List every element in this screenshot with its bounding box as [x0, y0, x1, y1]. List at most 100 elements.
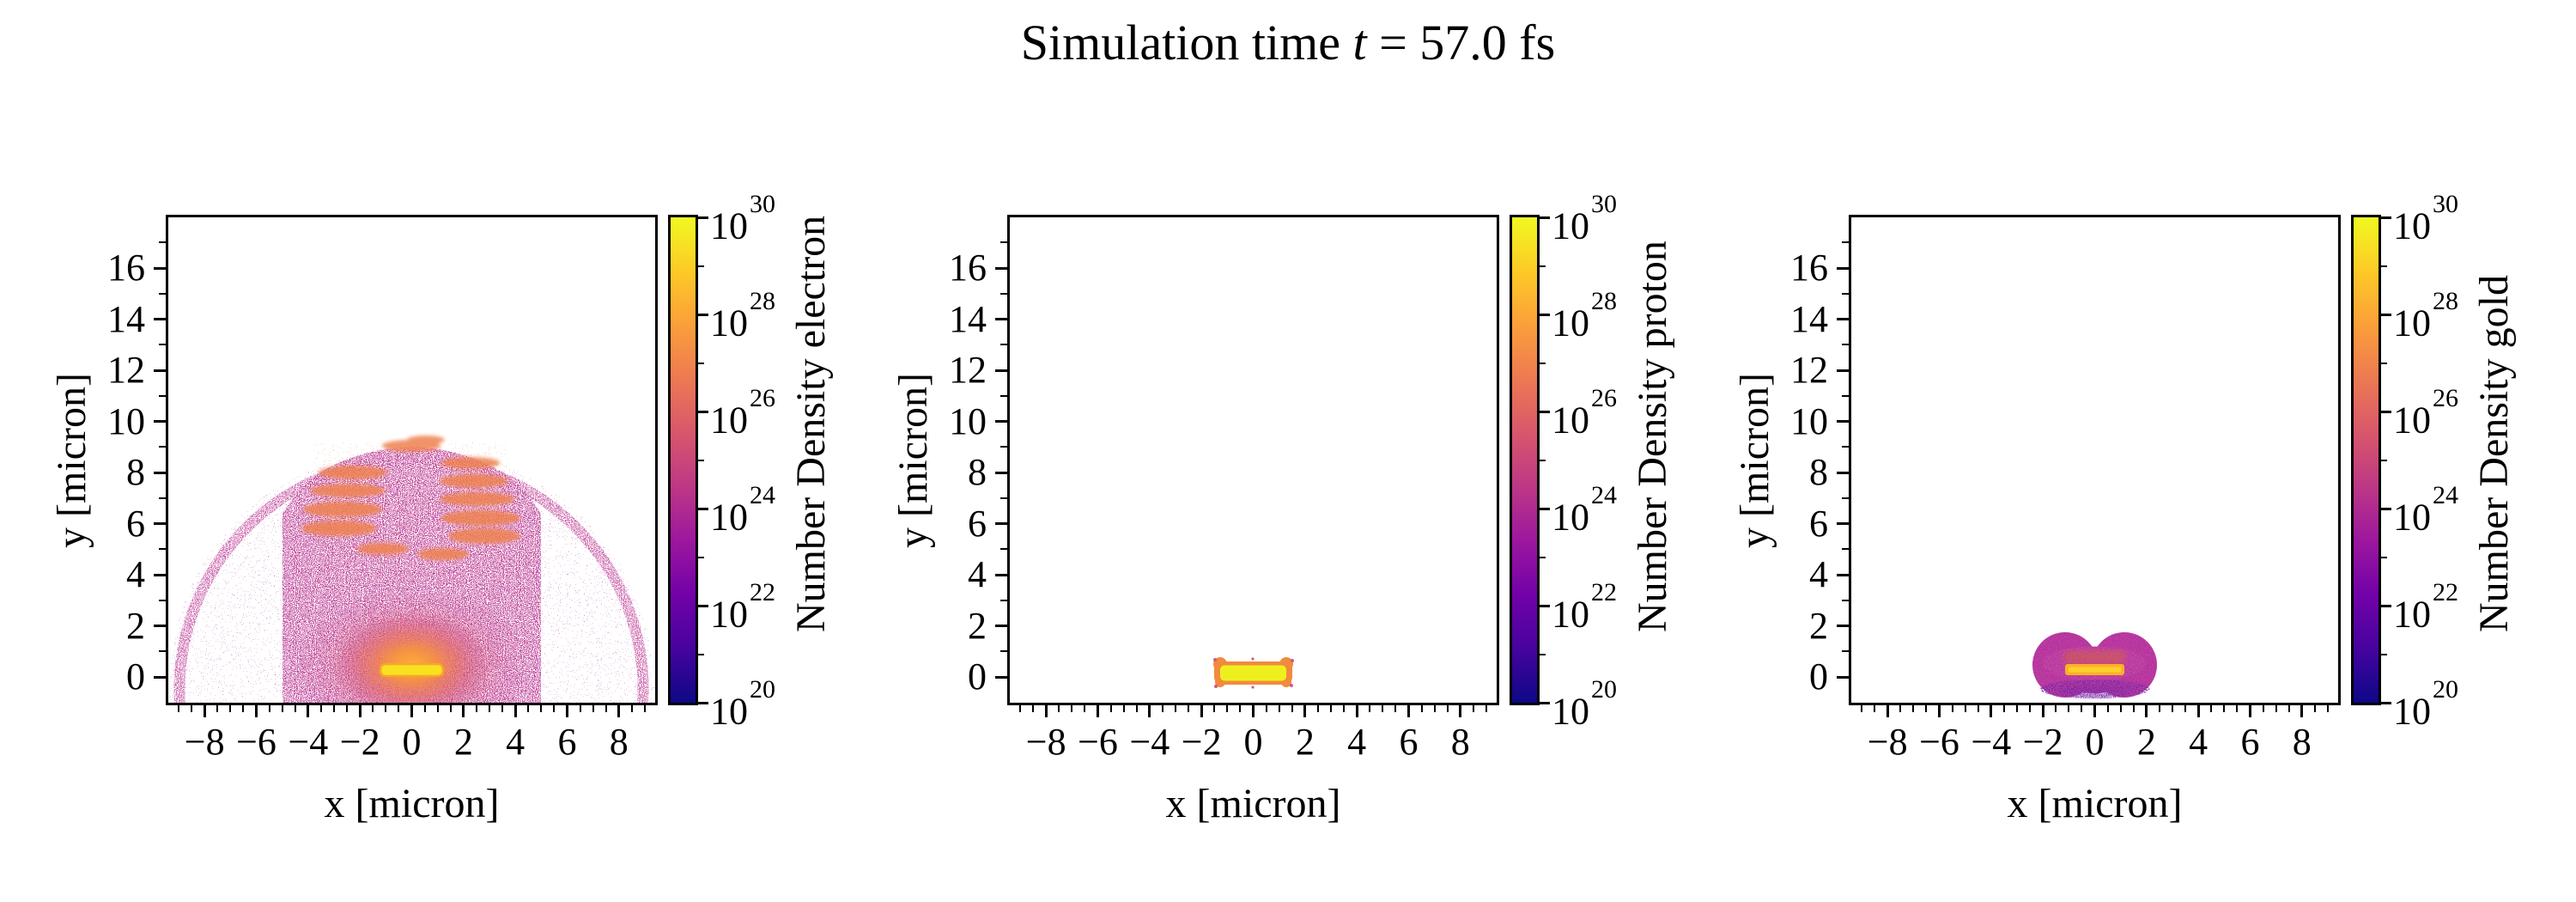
x-tick [1938, 705, 1941, 717]
x-minor-tick [1343, 705, 1346, 712]
x-minor-tick [1433, 705, 1436, 712]
colorbar-tick [698, 313, 708, 316]
x-tick-label: −4 [1971, 721, 2012, 763]
x-minor-tick [1084, 705, 1086, 712]
y-tick [154, 675, 166, 679]
x-minor-tick [1291, 705, 1293, 712]
x-minor-tick [423, 705, 426, 712]
y-minor-tick [1842, 446, 1849, 448]
x-minor-tick [605, 705, 607, 712]
y-minor-tick [159, 394, 166, 397]
colorbar-label-electron: Number Density electron [788, 215, 834, 632]
y-tick-label: 12 [1790, 349, 1828, 392]
x-minor-tick [540, 705, 543, 712]
y-tick-label: 8 [1809, 451, 1828, 494]
colorbar-minor-tick [698, 265, 704, 267]
x-tick [1459, 705, 1462, 717]
colorbar-tick [1540, 313, 1550, 316]
x-minor-tick [178, 705, 180, 712]
x-axis-label-gold: x [micron] [2007, 781, 2183, 826]
y-tick [154, 522, 166, 526]
x-tick [255, 705, 258, 717]
x-tick [1990, 705, 1993, 717]
colorbar-tick-label: 1020 [2393, 675, 2458, 733]
y-tick-label: 14 [1790, 297, 1828, 340]
x-tick [617, 705, 621, 717]
y-tick [1837, 471, 1849, 474]
x-minor-tick [1109, 705, 1112, 712]
x-minor-tick [1122, 705, 1125, 712]
x-minor-tick [475, 705, 477, 712]
y-tick-label: 6 [126, 502, 145, 545]
x-minor-tick [488, 705, 490, 712]
x-minor-tick [229, 705, 232, 712]
x-tick [2248, 705, 2251, 717]
x-tick-label: 8 [609, 721, 629, 763]
colorbar-tick-label: 1026 [2393, 384, 2458, 442]
colorbar-frame-gold [2351, 215, 2381, 705]
x-minor-tick [1446, 705, 1449, 712]
x-tick-label: −4 [288, 721, 329, 763]
x-minor-tick [2313, 705, 2316, 712]
x-minor-tick [1485, 705, 1487, 712]
colorbar-tick [2381, 701, 2391, 704]
y-tick [1837, 573, 1849, 576]
y-tick-label: 0 [1809, 655, 1828, 698]
colorbar-tick-label: 1030 [710, 190, 775, 247]
y-tick-label: 12 [107, 349, 145, 392]
x-axis-label-proton: x [micron] [1165, 781, 1341, 826]
x-tick [203, 705, 206, 717]
plot-area-gold [1851, 217, 2338, 703]
y-tick [1837, 369, 1849, 372]
x-tick-label: −4 [1129, 721, 1170, 763]
y-tick [1837, 266, 1849, 270]
y-tick-label: 0 [126, 655, 145, 698]
plot-area-proton [1010, 217, 1497, 703]
y-tick [995, 266, 1007, 270]
x-minor-tick [1213, 705, 1216, 712]
x-minor-tick [2158, 705, 2160, 712]
x-minor-tick [2262, 705, 2264, 712]
x-tick-label: 4 [1347, 721, 1367, 763]
colorbar-minor-tick [2381, 362, 2387, 364]
y-tick-label: 4 [126, 553, 145, 596]
y-minor-tick [1842, 548, 1849, 551]
x-tick-label: 8 [1450, 721, 1470, 763]
colorbar-frame-proton [1510, 215, 1540, 705]
x-minor-tick [1265, 705, 1267, 712]
colorbar-label-proton: Number Density proton [1630, 240, 1675, 632]
colorbar-minor-tick [698, 653, 704, 655]
colorbar-tick [1540, 701, 1550, 704]
colorbar-minor-tick [2381, 459, 2387, 461]
x-minor-tick [1071, 705, 1073, 712]
x-minor-tick [1058, 705, 1060, 712]
y-tick-label: 14 [949, 297, 987, 340]
x-tick [358, 705, 361, 717]
x-minor-tick [2275, 705, 2277, 712]
y-minor-tick [1000, 599, 1007, 601]
x-minor-tick [2106, 705, 2109, 712]
x-tick-label: 6 [557, 721, 577, 763]
y-minor-tick [159, 650, 166, 653]
x-minor-tick [1925, 705, 1928, 712]
colorbar-minor-tick [2381, 556, 2387, 558]
colorbar-minor-tick [2381, 265, 2387, 267]
x-tick-label: −8 [184, 721, 225, 763]
x-minor-tick [1951, 705, 1953, 712]
y-minor-tick [1000, 241, 1007, 244]
colorbar-tick [1540, 216, 1550, 219]
x-minor-tick [2081, 705, 2083, 712]
y-tick [154, 318, 166, 321]
x-tick [2041, 705, 2044, 717]
colorbar-tick-label: 1024 [1552, 481, 1617, 539]
y-minor-tick [1000, 548, 1007, 551]
y-tick [995, 420, 1007, 424]
heatmap-art-electron [169, 436, 653, 703]
x-minor-tick [643, 705, 646, 712]
x-minor-tick [1226, 705, 1229, 712]
colorbar-minor-tick [698, 362, 704, 364]
y-tick-label: 10 [1790, 399, 1828, 442]
x-tick [2093, 705, 2096, 717]
figure-title: Simulation time t = 57.0 fs [0, 14, 2576, 71]
axes-frame-proton [1007, 215, 1499, 705]
